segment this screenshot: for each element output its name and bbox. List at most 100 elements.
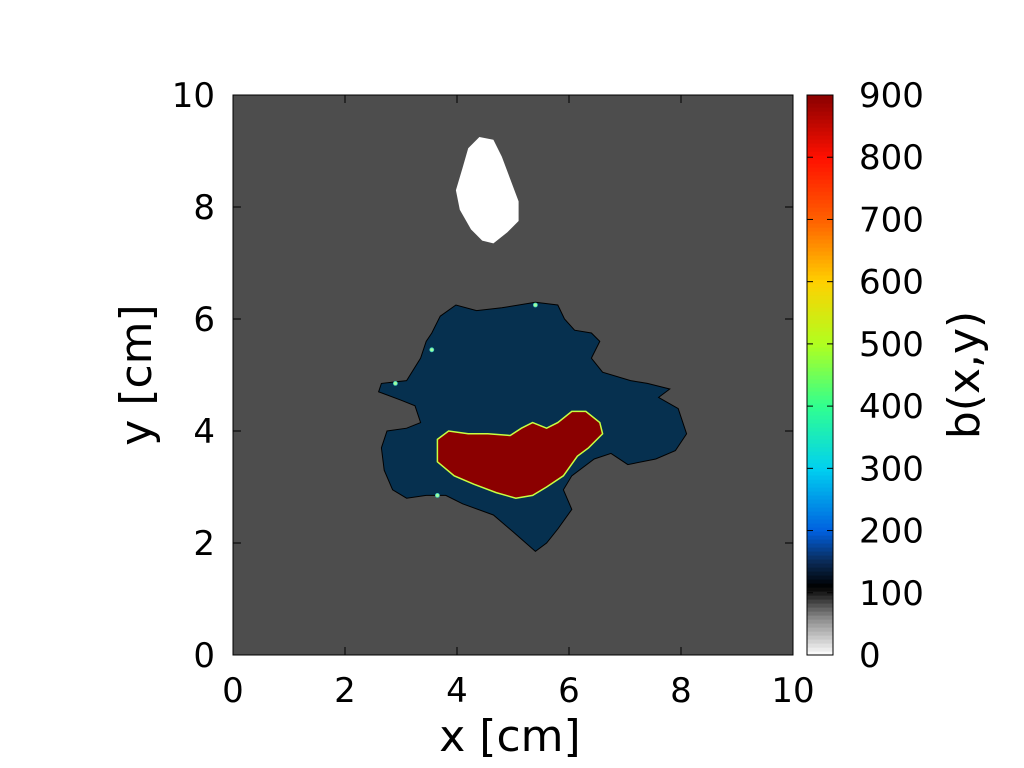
colorbar-band xyxy=(807,379,833,384)
colorbar-band xyxy=(807,391,833,396)
colorbar-band xyxy=(807,307,833,312)
colorbar-band xyxy=(807,471,833,476)
plot-frame xyxy=(232,94,794,656)
colorbar-band xyxy=(807,163,833,168)
colorbar-band xyxy=(807,139,833,144)
colorbar-band xyxy=(807,383,833,388)
colorbar-band xyxy=(807,527,833,532)
y-tick-label: 2 xyxy=(193,524,215,564)
colorbar-band xyxy=(807,547,833,552)
colorbar-band xyxy=(807,487,833,492)
y-tick-label: 4 xyxy=(193,412,215,452)
isolated-point xyxy=(434,492,440,498)
isolated-point xyxy=(533,302,538,308)
isolated-points xyxy=(392,302,538,498)
colorbar-band xyxy=(807,211,833,216)
colorbar-band xyxy=(807,587,833,592)
colorbar-band xyxy=(807,431,833,436)
colorbar-band xyxy=(807,611,833,616)
colorbar-band xyxy=(807,351,833,356)
low-value-blob xyxy=(455,137,519,244)
colorbar-band xyxy=(807,555,833,560)
colorbar-band xyxy=(807,135,833,140)
colorbar-band xyxy=(807,403,833,408)
colorbar-band xyxy=(807,287,833,292)
colorbar-band xyxy=(807,227,833,232)
colorbar-band xyxy=(807,115,833,120)
colorbar-band xyxy=(807,399,833,404)
colorbar-band xyxy=(807,411,833,416)
x-tick-label: 6 xyxy=(558,671,580,711)
colorbar-band xyxy=(807,151,833,156)
colorbar-band xyxy=(807,339,833,344)
colorbar-band xyxy=(807,231,833,236)
colorbar-band xyxy=(807,515,833,520)
colorbar-band xyxy=(807,531,833,536)
colorbar-band xyxy=(807,567,833,572)
colorbar-band xyxy=(807,215,833,220)
colorbar-ticks xyxy=(807,94,833,656)
colorbar-band xyxy=(807,207,833,212)
colorbar-band xyxy=(807,283,833,288)
colorbar-band xyxy=(807,191,833,196)
colorbar-band xyxy=(807,503,833,508)
colorbar-band xyxy=(807,303,833,308)
colorbar-band xyxy=(807,507,833,512)
colorbar-gradient xyxy=(807,95,833,656)
colorbar-band xyxy=(807,179,833,184)
colorbar-band xyxy=(807,271,833,276)
colorbar-band xyxy=(807,559,833,564)
colorbar-band xyxy=(807,123,833,128)
colorbar-band xyxy=(807,475,833,480)
colorbar: 0 100 200 300 400 500 600 700 800 900 xyxy=(806,76,924,676)
plot-area xyxy=(233,95,793,655)
colorbar-band xyxy=(807,423,833,428)
colorbar-band xyxy=(807,267,833,272)
colorbar-band xyxy=(807,635,833,640)
colorbar-band xyxy=(807,571,833,576)
colorbar-band xyxy=(807,299,833,304)
colorbar-band xyxy=(807,371,833,376)
colorbar-tick-label: 700 xyxy=(859,200,924,240)
colorbar-band xyxy=(807,523,833,528)
colorbar-band xyxy=(807,355,833,360)
colorbar-band xyxy=(807,579,833,584)
isolated-point xyxy=(392,380,398,386)
colorbar-band xyxy=(807,639,833,644)
colorbar-band xyxy=(807,263,833,268)
colorbar-band xyxy=(807,247,833,252)
colorbar-band xyxy=(807,647,833,652)
colorbar-band xyxy=(807,643,833,648)
colorbar-tick-label: 0 xyxy=(859,636,881,676)
colorbar-frame xyxy=(806,94,834,656)
colorbar-band xyxy=(807,519,833,524)
colorbar-band xyxy=(807,455,833,460)
colorbar-band xyxy=(807,499,833,504)
axis-ticks xyxy=(232,94,794,656)
colorbar-band xyxy=(807,359,833,364)
colorbar-band xyxy=(807,127,833,132)
x-tick-label: 0 xyxy=(222,671,244,711)
colorbar-band xyxy=(807,347,833,352)
colorbar-band xyxy=(807,483,833,488)
colorbar-band xyxy=(807,575,833,580)
x-tick-labels: 0 2 4 6 8 10 xyxy=(222,671,814,711)
colorbar-band xyxy=(807,583,833,588)
colorbar-band xyxy=(807,95,833,100)
colorbar-band xyxy=(807,427,833,432)
colorbar-title: b(x,y) xyxy=(939,311,990,439)
colorbar-band xyxy=(807,651,833,656)
colorbar-band xyxy=(807,239,833,244)
x-tick-label: 4 xyxy=(446,671,468,711)
colorbar-band xyxy=(807,599,833,604)
colorbar-band xyxy=(807,459,833,464)
colorbar-band xyxy=(807,495,833,500)
colorbar-band xyxy=(807,623,833,628)
x-tick-label: 2 xyxy=(334,671,356,711)
colorbar-band xyxy=(807,259,833,264)
colorbar-band xyxy=(807,603,833,608)
colorbar-band xyxy=(807,375,833,380)
colorbar-band xyxy=(807,243,833,248)
colorbar-band xyxy=(807,619,833,624)
